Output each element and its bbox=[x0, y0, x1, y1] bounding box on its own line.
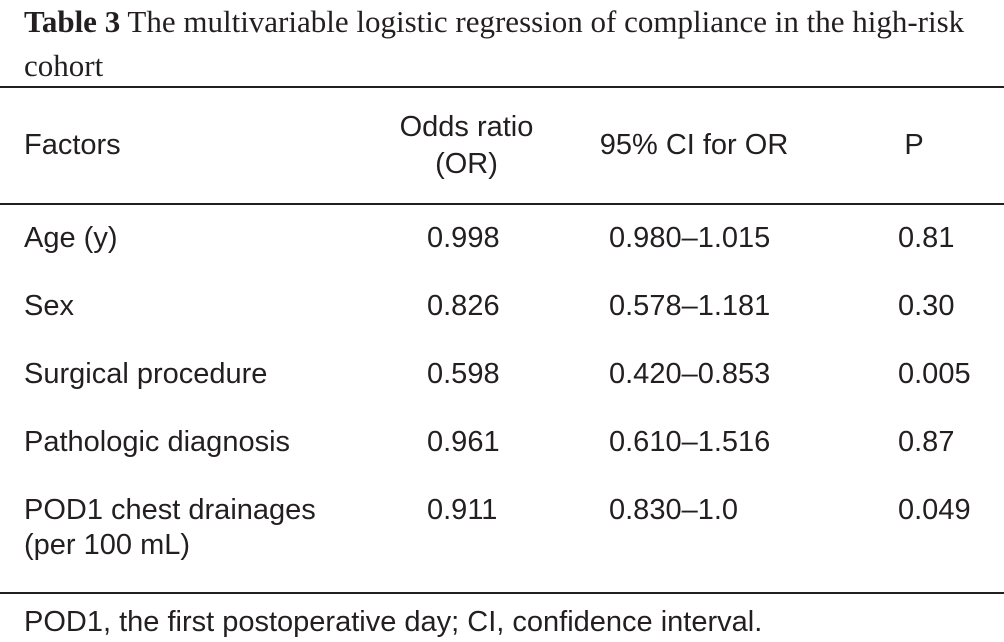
table-row: Age (y) 0.998 0.980–1.015 0.81 bbox=[0, 203, 1004, 273]
table-row: Surgical procedure 0.598 0.420–0.853 0.0… bbox=[0, 341, 1004, 409]
ci-cell: 0.578–1.181 bbox=[609, 290, 771, 322]
bottom-rule bbox=[0, 592, 1004, 594]
regression-table: Factors Odds ratio (OR) 95% CI for OR P … bbox=[0, 88, 1004, 579]
factor-cell: Pathologic diagnosis bbox=[24, 426, 291, 458]
header-ci: 95% CI for OR bbox=[599, 129, 789, 161]
p-cell: 0.81 bbox=[898, 222, 955, 254]
p-cell: 0.30 bbox=[898, 290, 955, 322]
table-title: The multivariable logistic regression of… bbox=[24, 4, 965, 83]
table-row: POD1 chest drainages (per 100 mL) 0.911 … bbox=[0, 477, 1004, 579]
factor-cell-line2: (per 100 mL) bbox=[24, 529, 191, 561]
header-odds-ratio-line2: (OR) bbox=[435, 147, 498, 180]
factor-cell: Age (y) bbox=[24, 222, 118, 254]
header-odds-ratio: Odds ratio (OR) bbox=[369, 88, 564, 203]
p-cell: 0.005 bbox=[898, 358, 971, 390]
header-p: P bbox=[904, 129, 924, 161]
factor-cell-line1: POD1 chest drainages bbox=[24, 494, 316, 526]
ci-cell: 0.830–1.0 bbox=[609, 494, 739, 526]
factor-cell: Sex bbox=[24, 290, 74, 322]
table-caption: Table 3 The multivariable logistic regre… bbox=[24, 0, 994, 88]
ci-cell: 0.420–0.853 bbox=[609, 358, 771, 390]
ci-cell: 0.980–1.015 bbox=[609, 222, 771, 254]
table-label: Table 3 bbox=[24, 4, 121, 39]
table-row: Pathologic diagnosis 0.961 0.610–1.516 0… bbox=[0, 409, 1004, 477]
ci-cell: 0.610–1.516 bbox=[609, 426, 771, 458]
p-cell: 0.87 bbox=[898, 426, 955, 458]
factor-cell: Surgical procedure bbox=[24, 358, 268, 390]
top-rule bbox=[0, 86, 1004, 88]
or-cell: 0.998 bbox=[427, 222, 500, 254]
header-row: Factors Odds ratio (OR) 95% CI for OR P bbox=[0, 88, 1004, 203]
header-odds-ratio-line1: Odds ratio bbox=[399, 110, 534, 143]
or-cell: 0.961 bbox=[427, 426, 500, 458]
header-rule bbox=[0, 203, 1004, 205]
or-cell: 0.911 bbox=[427, 494, 498, 526]
or-cell: 0.826 bbox=[427, 290, 500, 322]
factor-cell: POD1 chest drainages (per 100 mL) bbox=[0, 477, 369, 579]
table-row: Sex 0.826 0.578–1.181 0.30 bbox=[0, 273, 1004, 341]
table-footnote: POD1, the first postoperative day; CI, c… bbox=[24, 606, 763, 638]
p-cell: 0.049 bbox=[898, 494, 971, 526]
header-factors: Factors bbox=[24, 129, 121, 161]
or-cell: 0.598 bbox=[427, 358, 500, 390]
